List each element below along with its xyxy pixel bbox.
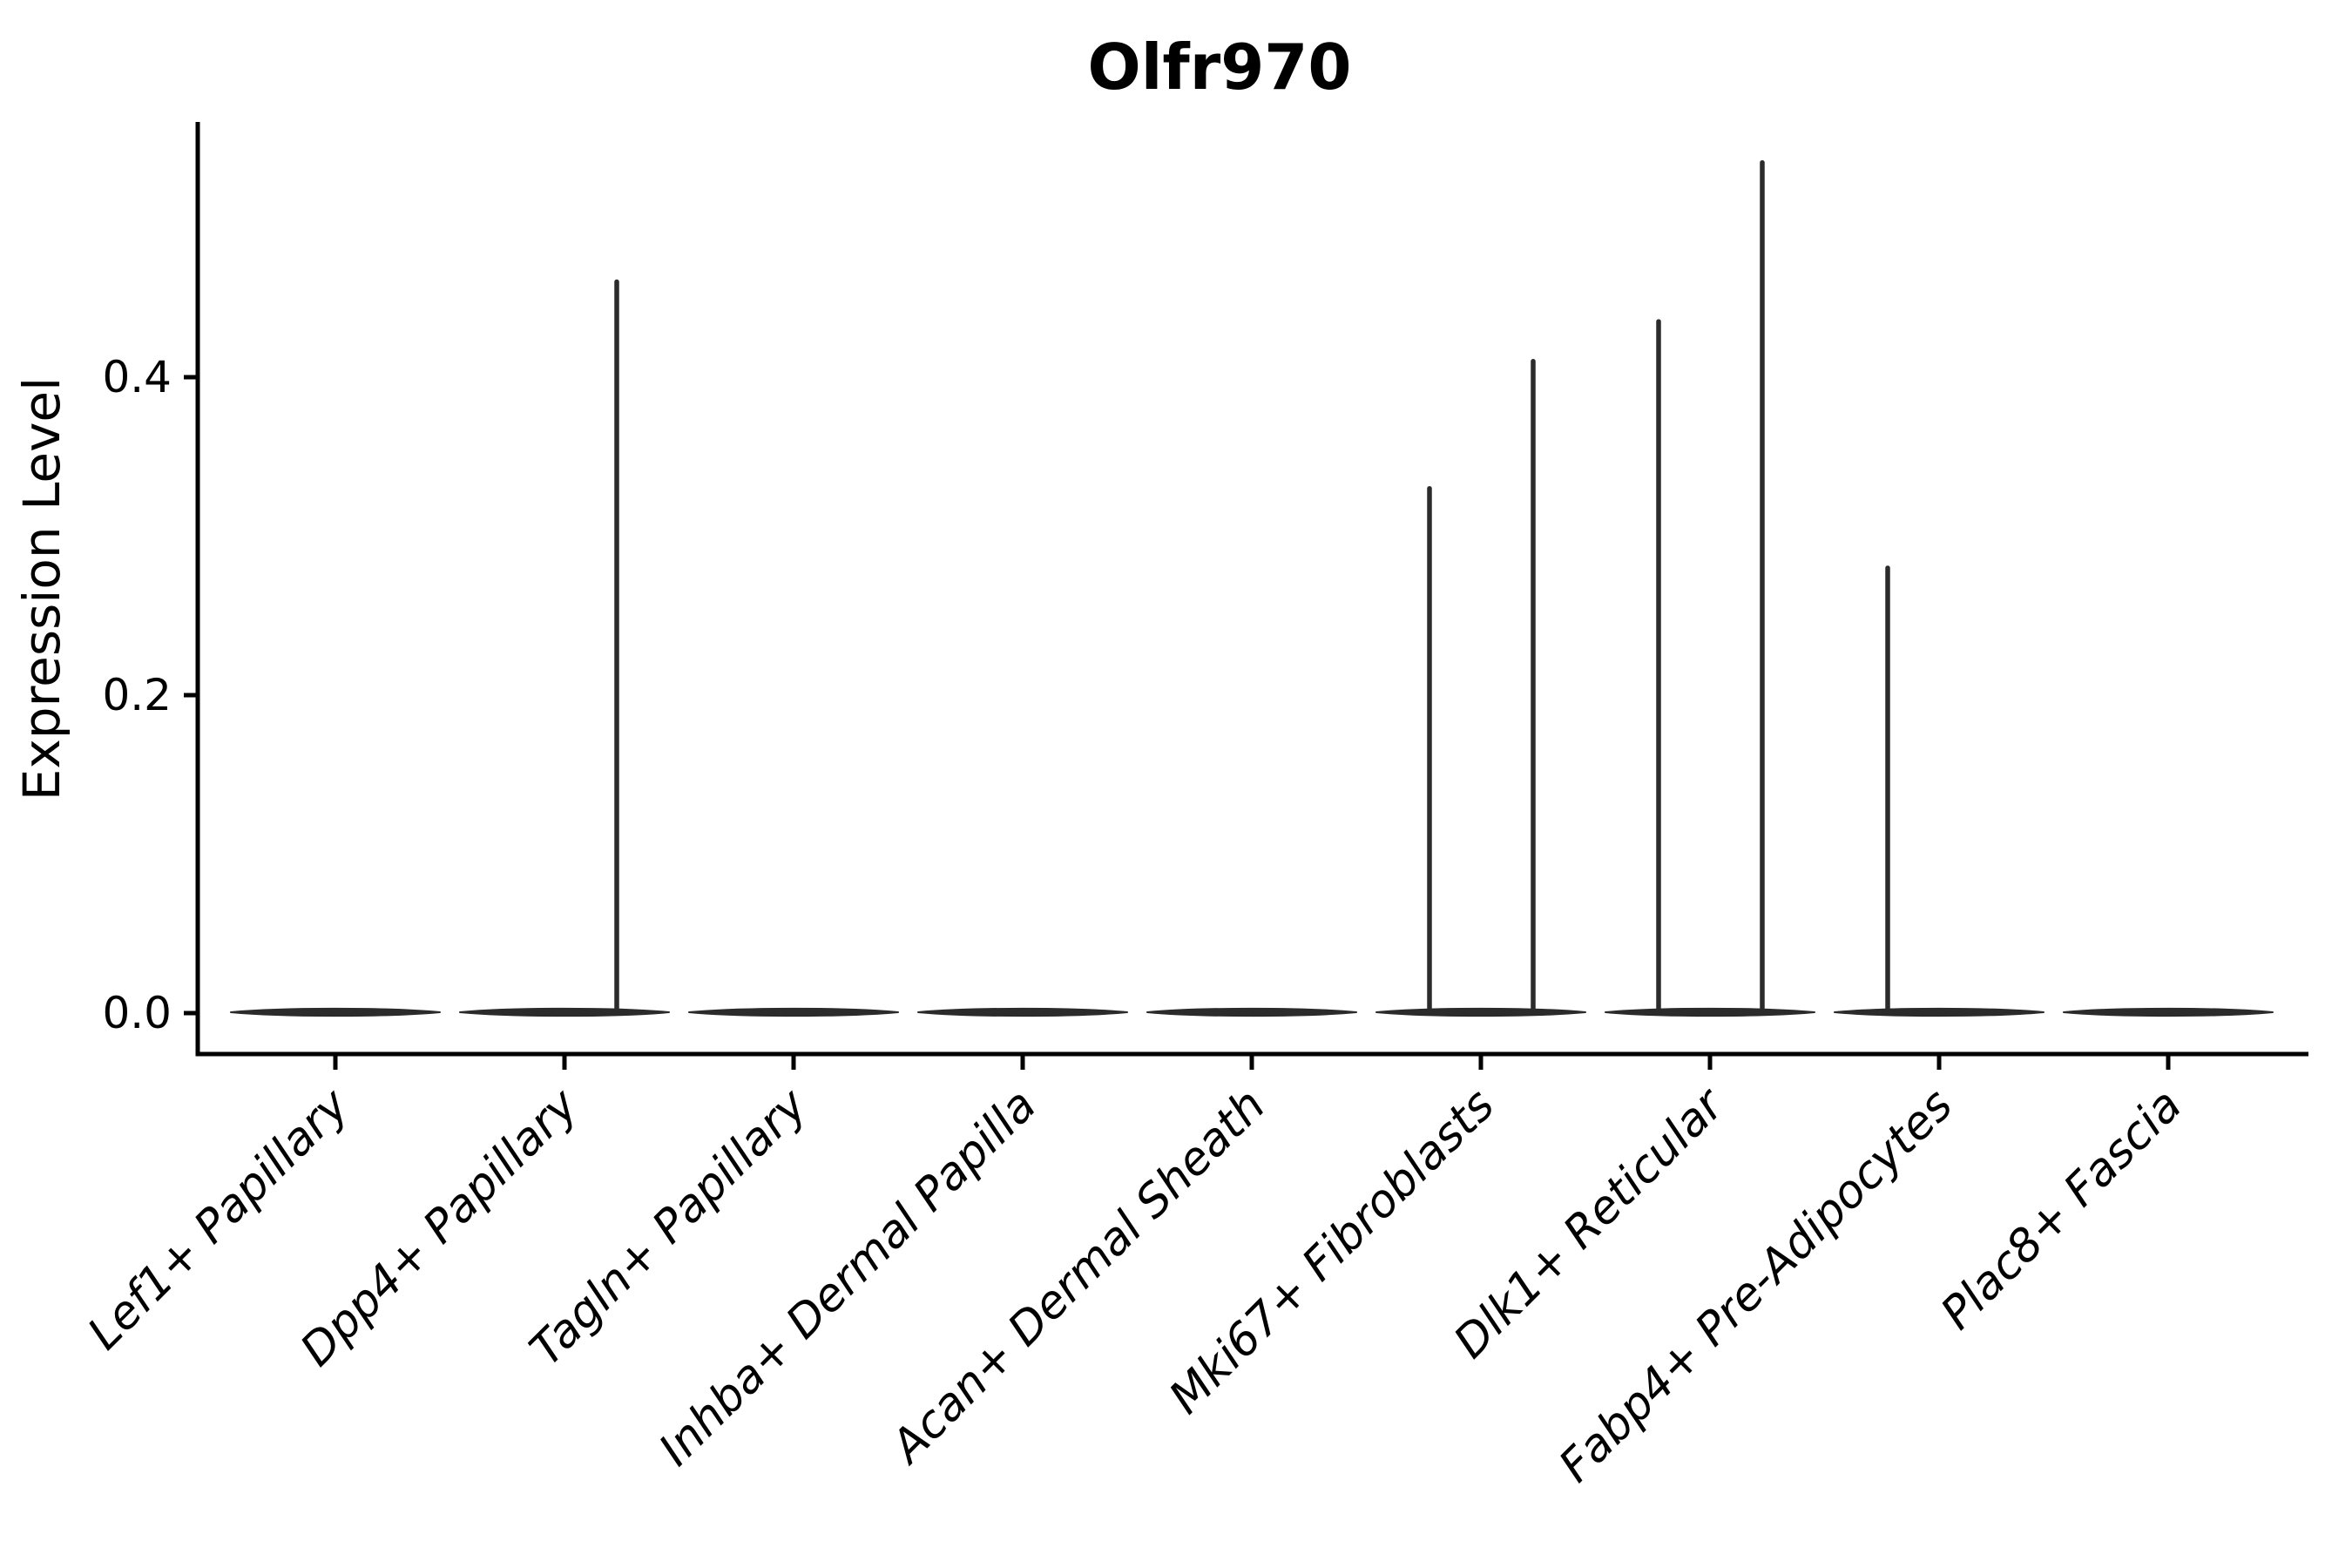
violin-body	[1605, 1007, 1815, 1017]
violin-body	[1375, 1007, 1586, 1017]
y-axis-label: Expression Level	[12, 377, 71, 801]
x-tick-label: Plac8+ Fascia	[1931, 1079, 2192, 1340]
chart-title: Olfr970	[1087, 30, 1351, 104]
y-tick-label: 0.0	[102, 988, 172, 1038]
y-tick-label: 0.2	[102, 670, 172, 720]
x-tick-label: Inhba+ Dermal Papilla	[649, 1079, 1046, 1477]
violin-body	[230, 1007, 441, 1017]
violins-layer	[230, 159, 2274, 1017]
violin-body	[917, 1007, 1128, 1017]
x-tick-label: Fabp4+ Pre-Adipocytes	[1550, 1079, 1963, 1493]
x-tick-label: Acan+ Dermal Sheath	[880, 1079, 1275, 1475]
violin-body	[1834, 1007, 2044, 1017]
axes-layer	[184, 122, 2308, 1070]
violin-body	[688, 1007, 899, 1017]
violin-body	[2063, 1007, 2274, 1017]
violin-body	[459, 1007, 670, 1017]
y-tick-label: 0.4	[102, 352, 172, 402]
violin-body	[1146, 1007, 1357, 1017]
